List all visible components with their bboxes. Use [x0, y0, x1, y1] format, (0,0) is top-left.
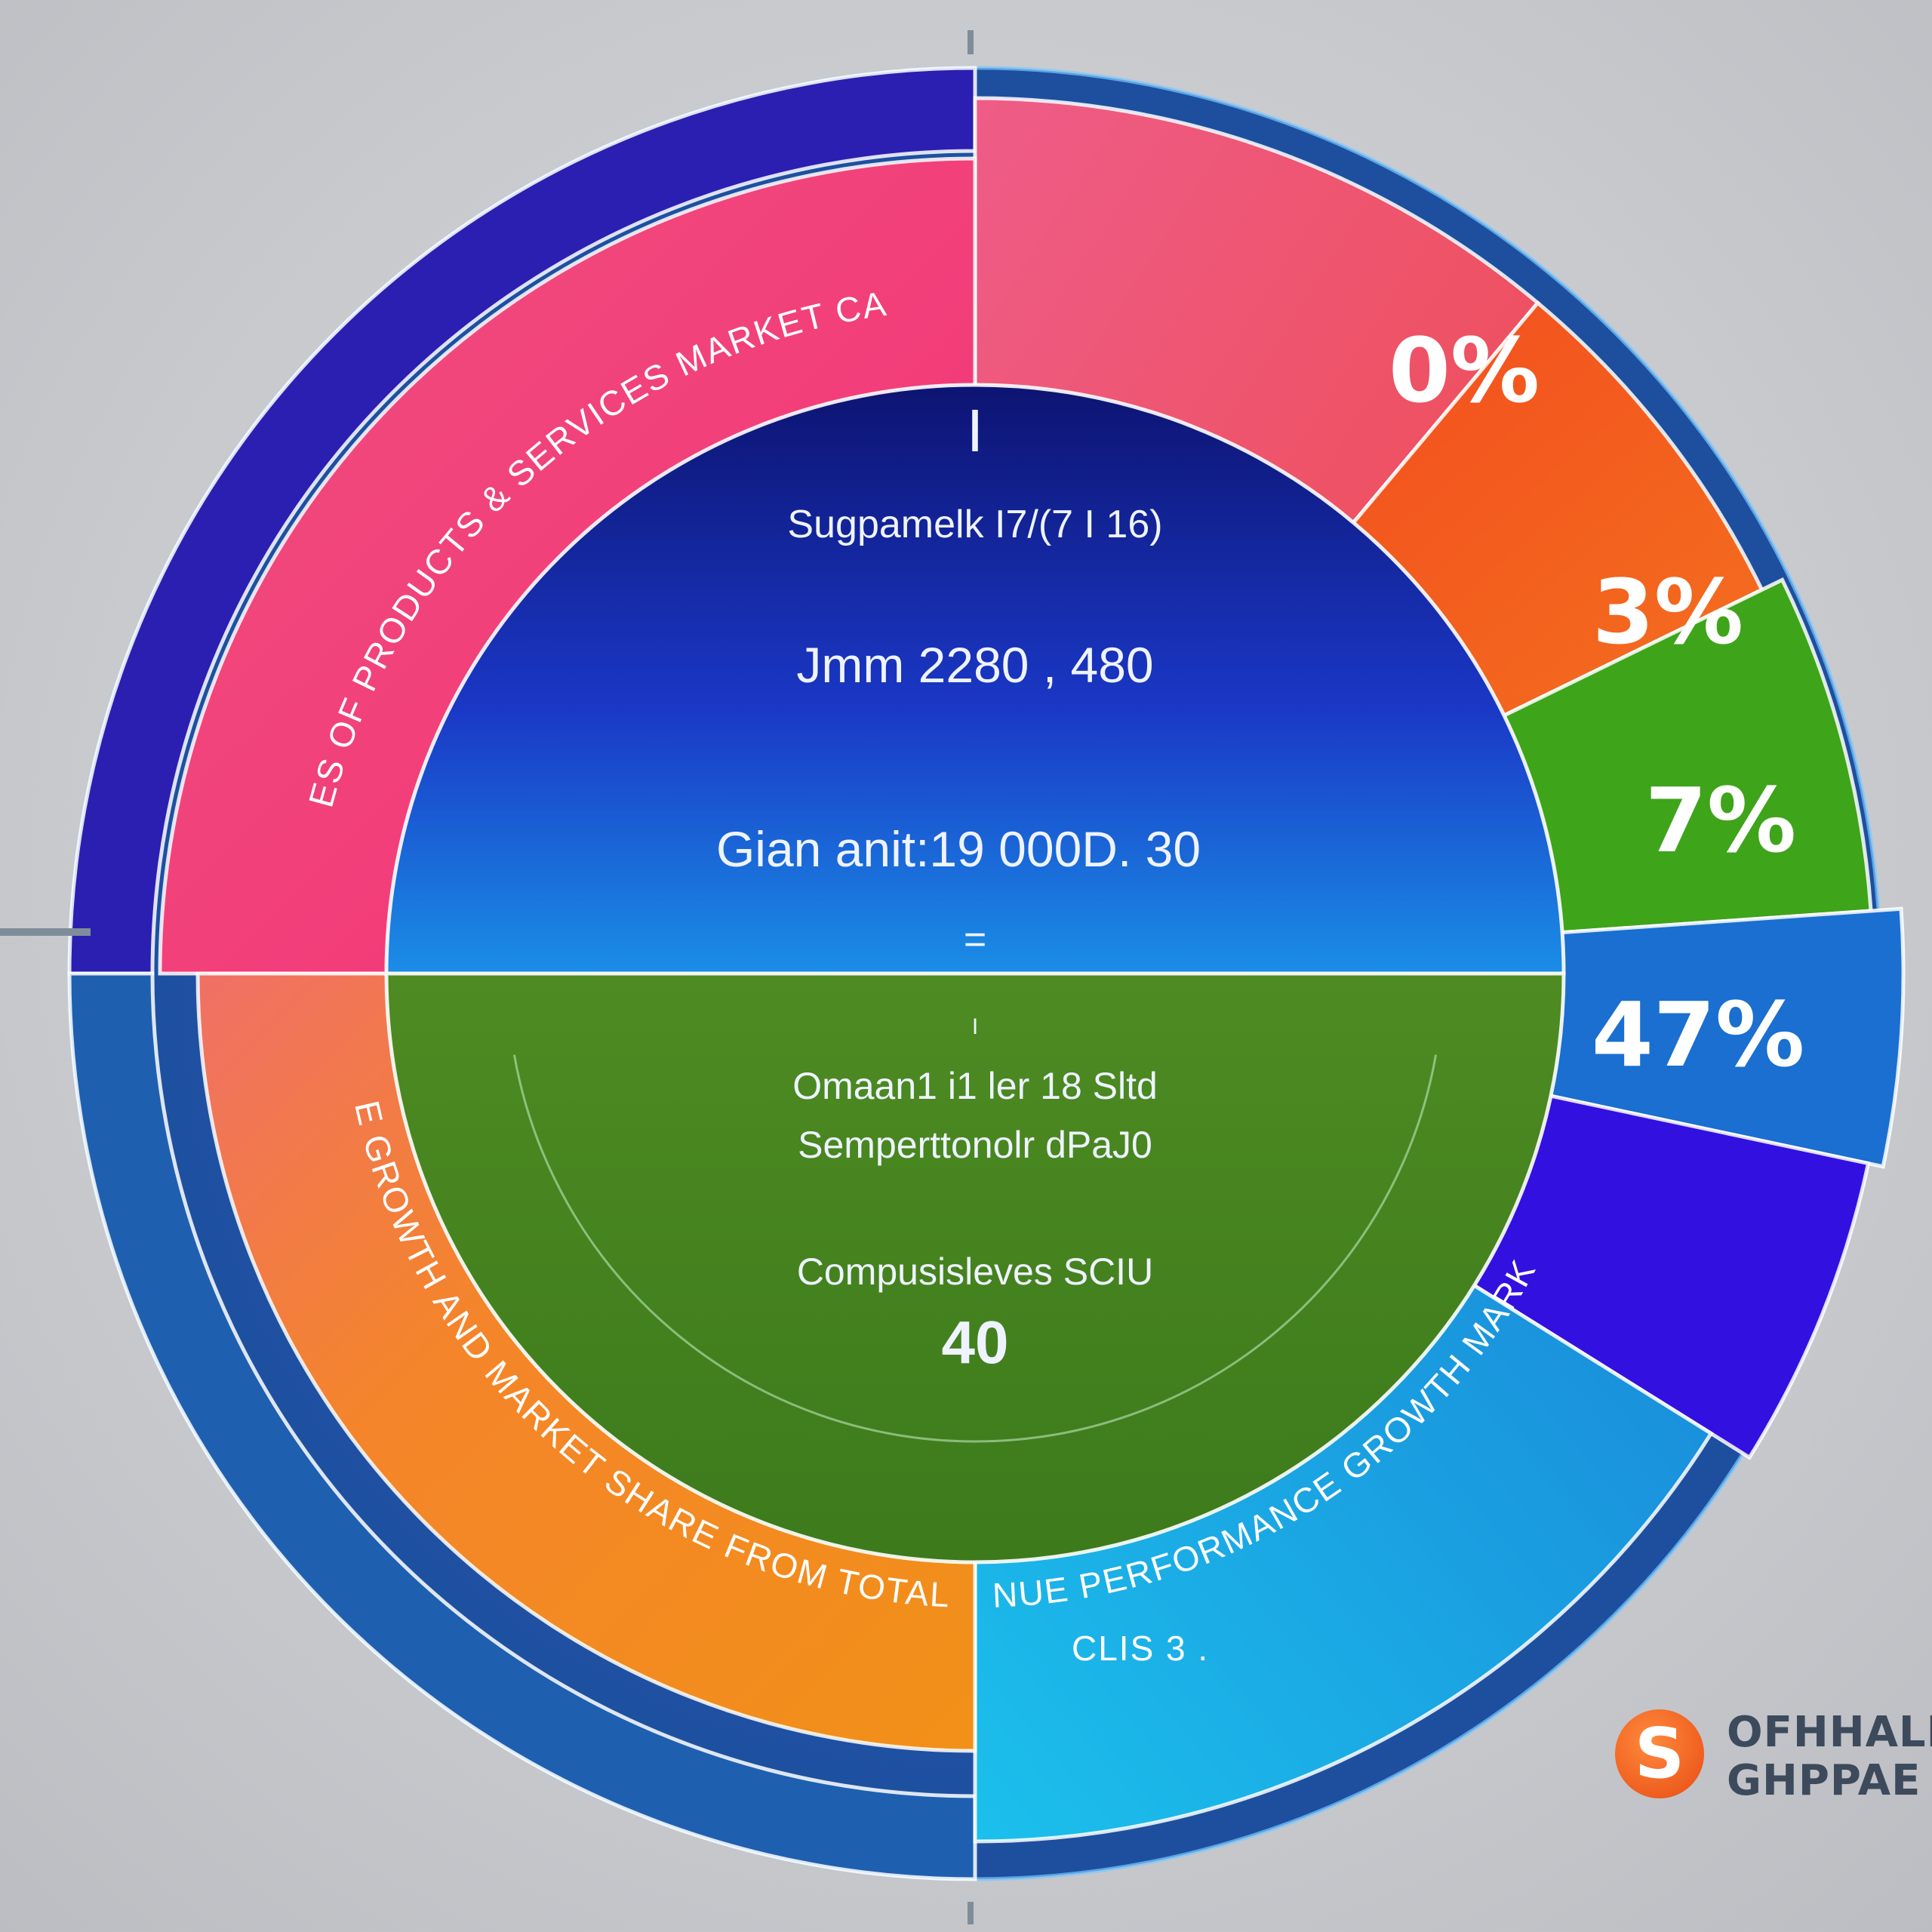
center-top-line2: Jmm 2280 , 480: [796, 637, 1153, 693]
center-top-half: [384, 383, 1566, 976]
center-bottom-line2: Semperttonolr dPaJ0: [798, 1124, 1152, 1166]
logo-line1: OFHHALI: [1727, 1708, 1932, 1757]
tick-left: [0, 928, 91, 936]
tick-top: [968, 30, 974, 54]
center-bottom-value: 40: [942, 1309, 1009, 1376]
pct-label-3: 47%: [1592, 983, 1804, 1087]
ring-label-bottom-right-prefix: CLIS 3 .: [1072, 1629, 1209, 1668]
logo-s-icon: S: [1615, 1709, 1704, 1798]
center-bottom-line3: Compusisleves SCIU: [797, 1251, 1153, 1293]
brand-logo: S OFHHALI GHPPAE: [1615, 1702, 1932, 1807]
pct-label-0: 0%: [1389, 318, 1540, 423]
center-bottom-line1: Omaan1 i1 ler 18 Sltd: [792, 1065, 1158, 1107]
center-bottom-marker: I: [972, 1014, 978, 1039]
center-top-line3: Gian anit:19 000D. 30: [716, 821, 1201, 877]
tick-bottom: [968, 1902, 974, 1924]
pct-label-2: 7%: [1645, 768, 1796, 872]
center-inner-arc: [512, 1054, 1438, 1443]
center-top-marker: I: [967, 397, 983, 464]
center-top-line1: Sugpamelk I7/(7 I 16): [787, 503, 1162, 546]
pct-label-1: 3%: [1592, 560, 1743, 664]
outer-band-top-left: [67, 66, 977, 976]
outer-band-bottom-left: [67, 971, 977, 1881]
logo-line2: GHPPAE: [1727, 1756, 1921, 1805]
center-bottom-half: [384, 971, 1566, 1564]
center-top-equals: =: [964, 918, 986, 961]
